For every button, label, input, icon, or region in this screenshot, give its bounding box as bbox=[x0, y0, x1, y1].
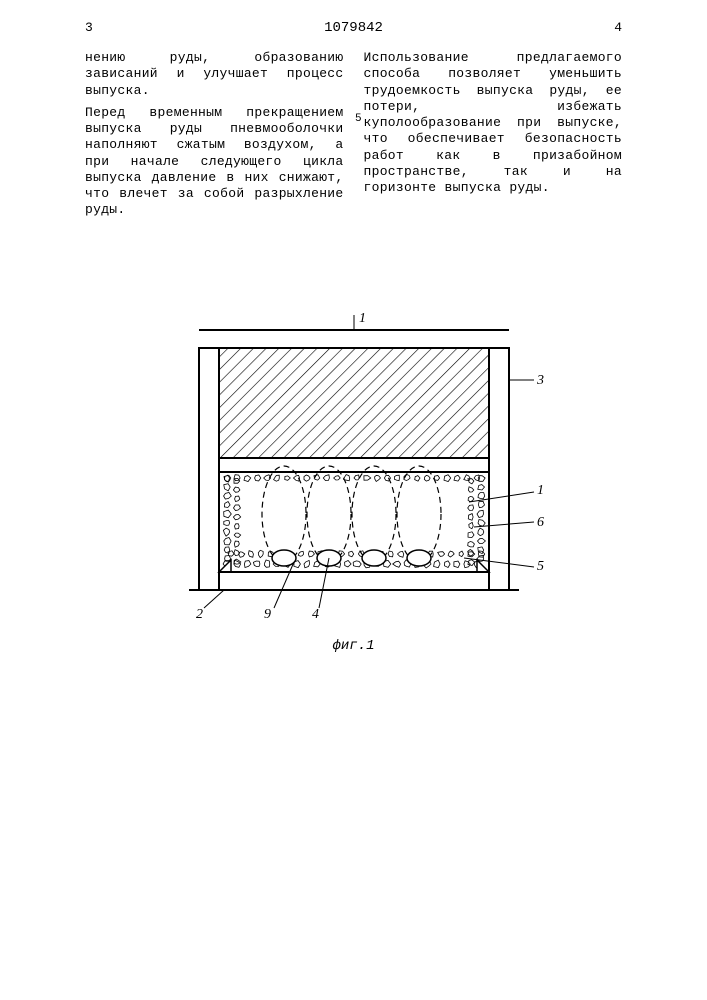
figure-1: 1 3 10 6 5 2 9 4 фиг.1 bbox=[164, 310, 544, 654]
svg-text:2: 2 bbox=[196, 607, 203, 622]
page-number-right: 4 bbox=[614, 20, 622, 35]
left-column: нению руды, образованию зависаний и улуч… bbox=[85, 50, 344, 225]
svg-text:1: 1 bbox=[359, 311, 366, 326]
svg-text:4: 4 bbox=[312, 607, 319, 622]
svg-text:5: 5 bbox=[537, 559, 544, 574]
svg-text:6: 6 bbox=[537, 515, 544, 530]
figure-caption: фиг.1 bbox=[164, 638, 544, 654]
svg-text:9: 9 bbox=[264, 607, 271, 622]
document-number: 1079842 bbox=[324, 20, 383, 36]
paragraph: нению руды, образованию зависаний и улуч… bbox=[85, 50, 344, 99]
paragraph: Перед временным прекращением выпуска руд… bbox=[85, 105, 344, 219]
text-columns: нению руды, образованию зависаний и улуч… bbox=[85, 50, 622, 225]
svg-text:10: 10 bbox=[537, 483, 544, 498]
figure-svg: 1 3 10 6 5 2 9 4 bbox=[164, 310, 544, 630]
paragraph: Использование предлагаемого способа позв… bbox=[364, 50, 623, 196]
svg-text:3: 3 bbox=[536, 373, 544, 388]
page-number-left: 3 bbox=[85, 20, 93, 35]
page: 3 1079842 4 5 нению руды, образованию за… bbox=[0, 0, 707, 1000]
right-column: Использование предлагаемого способа позв… bbox=[364, 50, 623, 225]
